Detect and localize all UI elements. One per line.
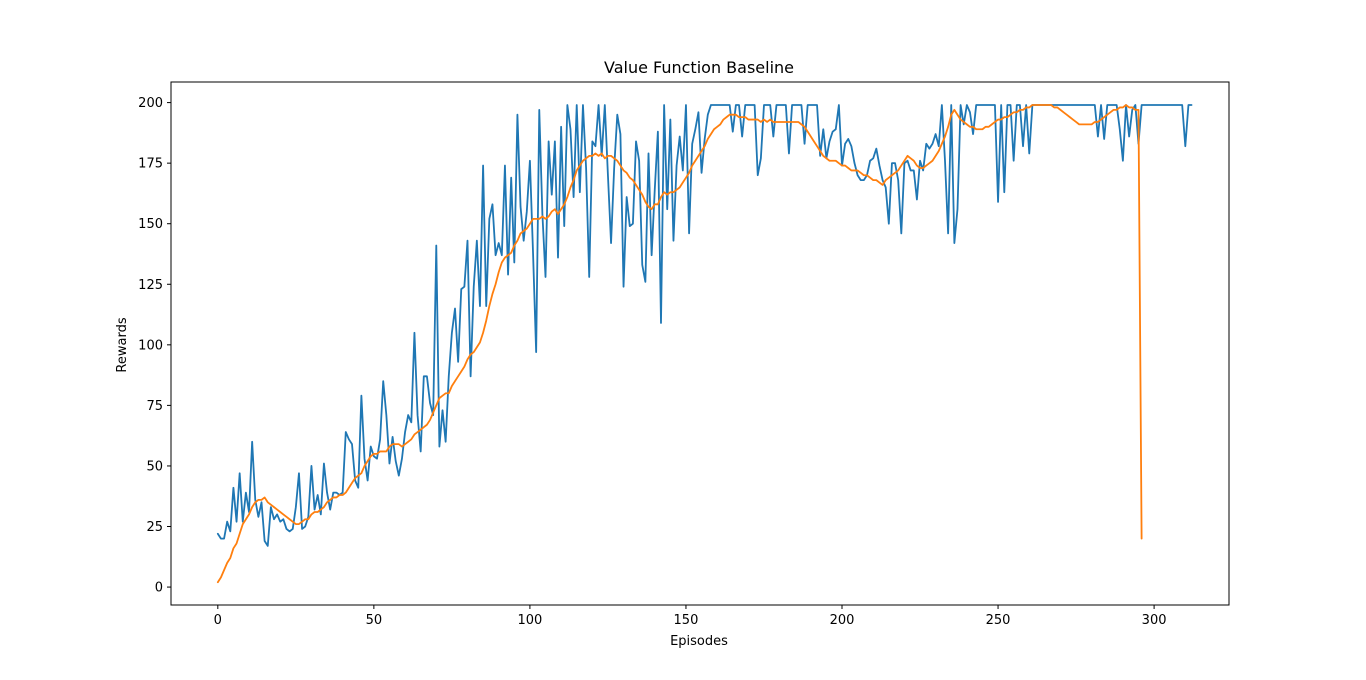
x-tick-label: 300 bbox=[1142, 613, 1167, 628]
y-tick-label: 75 bbox=[146, 399, 163, 414]
y-axis-label: Rewards bbox=[115, 317, 130, 372]
y-tick-label: 100 bbox=[138, 338, 163, 353]
y-tick-label: 125 bbox=[138, 278, 163, 293]
x-axis-label: Episodes bbox=[670, 634, 728, 649]
x-tick-label: 200 bbox=[830, 613, 855, 628]
chart-title: Value Function Baseline bbox=[604, 58, 794, 77]
plot-frame bbox=[170, 81, 1230, 606]
y-tick-label: 175 bbox=[138, 157, 163, 172]
x-tick-label: 250 bbox=[986, 613, 1011, 628]
series-line-series_2 bbox=[216, 104, 1143, 584]
x-tick-label: 0 bbox=[214, 613, 222, 628]
y-tick-label: 150 bbox=[138, 217, 163, 232]
x-tick-label: 50 bbox=[366, 613, 383, 628]
y-tick-label: 0 bbox=[155, 581, 163, 596]
y-tick-label: 50 bbox=[146, 459, 163, 474]
plot-area bbox=[170, 81, 1230, 606]
x-axis: 0 50 100 150 200 250 300 bbox=[214, 605, 1167, 628]
y-tick-label: 200 bbox=[138, 96, 163, 111]
y-tick-label: 25 bbox=[146, 520, 163, 535]
x-tick-label: 150 bbox=[674, 613, 699, 628]
series-line-series_1 bbox=[216, 104, 1193, 547]
y-axis: 0 25 50 75 100 125 150 175 200 bbox=[138, 96, 171, 596]
series-layer bbox=[216, 104, 1193, 584]
x-tick-label: 100 bbox=[517, 613, 542, 628]
